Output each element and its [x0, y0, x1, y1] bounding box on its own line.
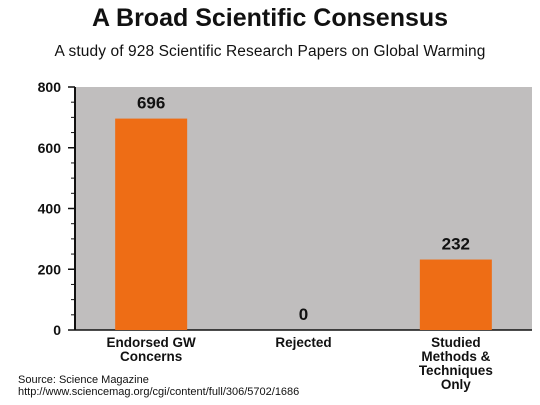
chart-title: A Broad Scientific Consensus: [91, 4, 449, 32]
y-tick-label: 200: [38, 261, 62, 277]
data-label: 696: [137, 94, 165, 113]
y-tick-label: 0: [53, 322, 61, 338]
y-tick-label: 600: [38, 140, 62, 156]
data-label: 0: [299, 305, 308, 324]
x-tick-label: Endorsed GW Concerns: [107, 335, 197, 364]
x-tick-label: Rejected: [275, 335, 331, 350]
y-tick-label: 800: [38, 79, 62, 95]
bar: [419, 259, 492, 330]
y-tick-label: 400: [38, 201, 62, 217]
bar: [115, 118, 188, 330]
chart-subtitle: A study of 928 Scientific Research Paper…: [54, 43, 486, 60]
data-label: 232: [442, 235, 470, 254]
source-label: Source: Science Magazine: [18, 374, 149, 386]
source-url: http://www.sciencemag.org/cgi/content/fu…: [18, 386, 300, 398]
x-tick-label: Studied Methods & Techniques Only: [419, 335, 493, 392]
